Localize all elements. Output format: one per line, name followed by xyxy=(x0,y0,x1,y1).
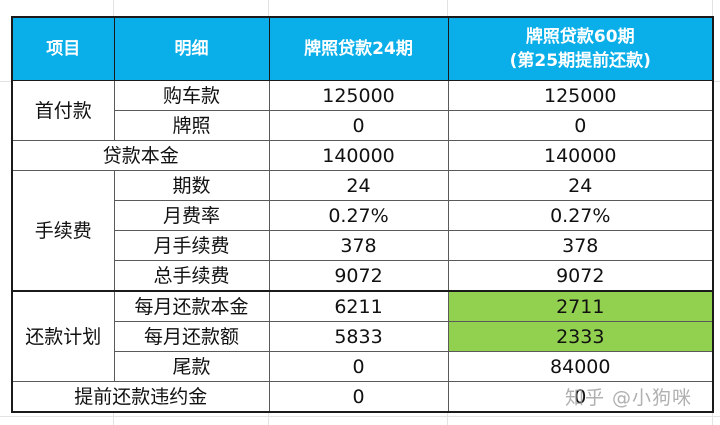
table-row: 牌照 0 0 xyxy=(12,110,714,141)
table-row: 总手续费 9072 9072 xyxy=(12,260,714,292)
cell-plan24[interactable]: 0 xyxy=(268,110,449,141)
group-repayment[interactable]: 还款计划 xyxy=(11,290,115,382)
cell-detail[interactable]: 尾款 xyxy=(113,351,270,382)
cell-detail[interactable]: 期数 xyxy=(113,170,270,201)
cell-detail-merged[interactable]: 贷款本金 xyxy=(11,140,270,171)
cell-plan24[interactable]: 24 xyxy=(268,170,449,201)
cell-plan60[interactable]: 0 xyxy=(447,381,714,413)
header-item[interactable]: 项目 xyxy=(11,16,115,81)
header-row: 项目 明细 牌照贷款24期 牌照贷款60期 (第25期提前还款) xyxy=(11,16,714,81)
cell-plan60[interactable]: 378 xyxy=(447,230,714,261)
cell-plan24[interactable]: 6211 xyxy=(268,290,449,322)
cell-plan60[interactable]: 0.27% xyxy=(447,200,714,231)
table-row: 尾款 0 84000 xyxy=(12,351,714,382)
cell-detail-merged[interactable]: 提前还款违约金 xyxy=(11,381,270,413)
header-plan60[interactable]: 牌照贷款60期 (第25期提前还款) xyxy=(447,16,714,81)
table-row: 还款计划 每月还款本金 6211 2711 xyxy=(11,290,714,382)
loan-comparison-table: 项目 明细 牌照贷款24期 牌照贷款60期 (第25期提前还款) 首付款 购车款… xyxy=(11,16,714,413)
header-plan60-line1: 牌照贷款60期 xyxy=(525,27,635,47)
table-row: 月手续费 378 378 xyxy=(12,230,714,261)
cell-plan60[interactable]: 9072 xyxy=(447,260,714,292)
table-row: 每月还款额 5833 2333 xyxy=(12,321,714,352)
cell-plan24[interactable]: 9072 xyxy=(268,260,449,292)
cell-detail[interactable]: 月手续费 xyxy=(113,230,270,261)
cell-detail[interactable]: 总手续费 xyxy=(113,260,270,292)
table-row: 首付款 购车款 125000 125000 xyxy=(11,80,714,141)
cell-plan24[interactable]: 140000 xyxy=(268,140,449,171)
table-row: 贷款本金 140000 140000 xyxy=(11,140,714,171)
table-row: 手续费 期数 24 24 xyxy=(11,170,714,292)
cell-plan24[interactable]: 5833 xyxy=(268,321,449,352)
cell-plan24[interactable]: 125000 xyxy=(268,80,449,111)
cell-plan24[interactable]: 378 xyxy=(268,230,449,261)
cell-plan24[interactable]: 0.27% xyxy=(268,200,449,231)
cell-detail[interactable]: 月费率 xyxy=(113,200,270,231)
cell-plan24[interactable]: 0 xyxy=(268,351,449,382)
cell-detail[interactable]: 每月还款本金 xyxy=(113,290,270,322)
cell-plan60-highlighted[interactable]: 2333 xyxy=(447,321,714,352)
header-detail[interactable]: 明细 xyxy=(113,16,270,81)
table-row: 提前还款违约金 0 0 xyxy=(11,381,714,413)
cell-plan60[interactable]: 24 xyxy=(447,170,714,201)
table-row: 月费率 0.27% 0.27% xyxy=(12,200,714,231)
cell-plan60[interactable]: 125000 xyxy=(447,80,714,111)
cell-detail[interactable]: 牌照 xyxy=(113,110,270,141)
cell-plan24[interactable]: 0 xyxy=(268,381,449,413)
cell-detail[interactable]: 每月还款额 xyxy=(113,321,270,352)
cell-plan60-highlighted[interactable]: 2711 xyxy=(447,290,714,322)
header-plan24[interactable]: 牌照贷款24期 xyxy=(268,16,449,81)
cell-plan60[interactable]: 0 xyxy=(447,110,714,141)
header-plan60-line2: (第25期提前还款) xyxy=(509,51,651,71)
group-down-payment[interactable]: 首付款 xyxy=(11,80,115,141)
group-fees[interactable]: 手续费 xyxy=(11,170,115,292)
cell-detail[interactable]: 购车款 xyxy=(113,80,270,111)
cell-plan60[interactable]: 140000 xyxy=(447,140,714,171)
gridline xyxy=(0,416,720,417)
cell-plan60[interactable]: 84000 xyxy=(447,351,714,382)
